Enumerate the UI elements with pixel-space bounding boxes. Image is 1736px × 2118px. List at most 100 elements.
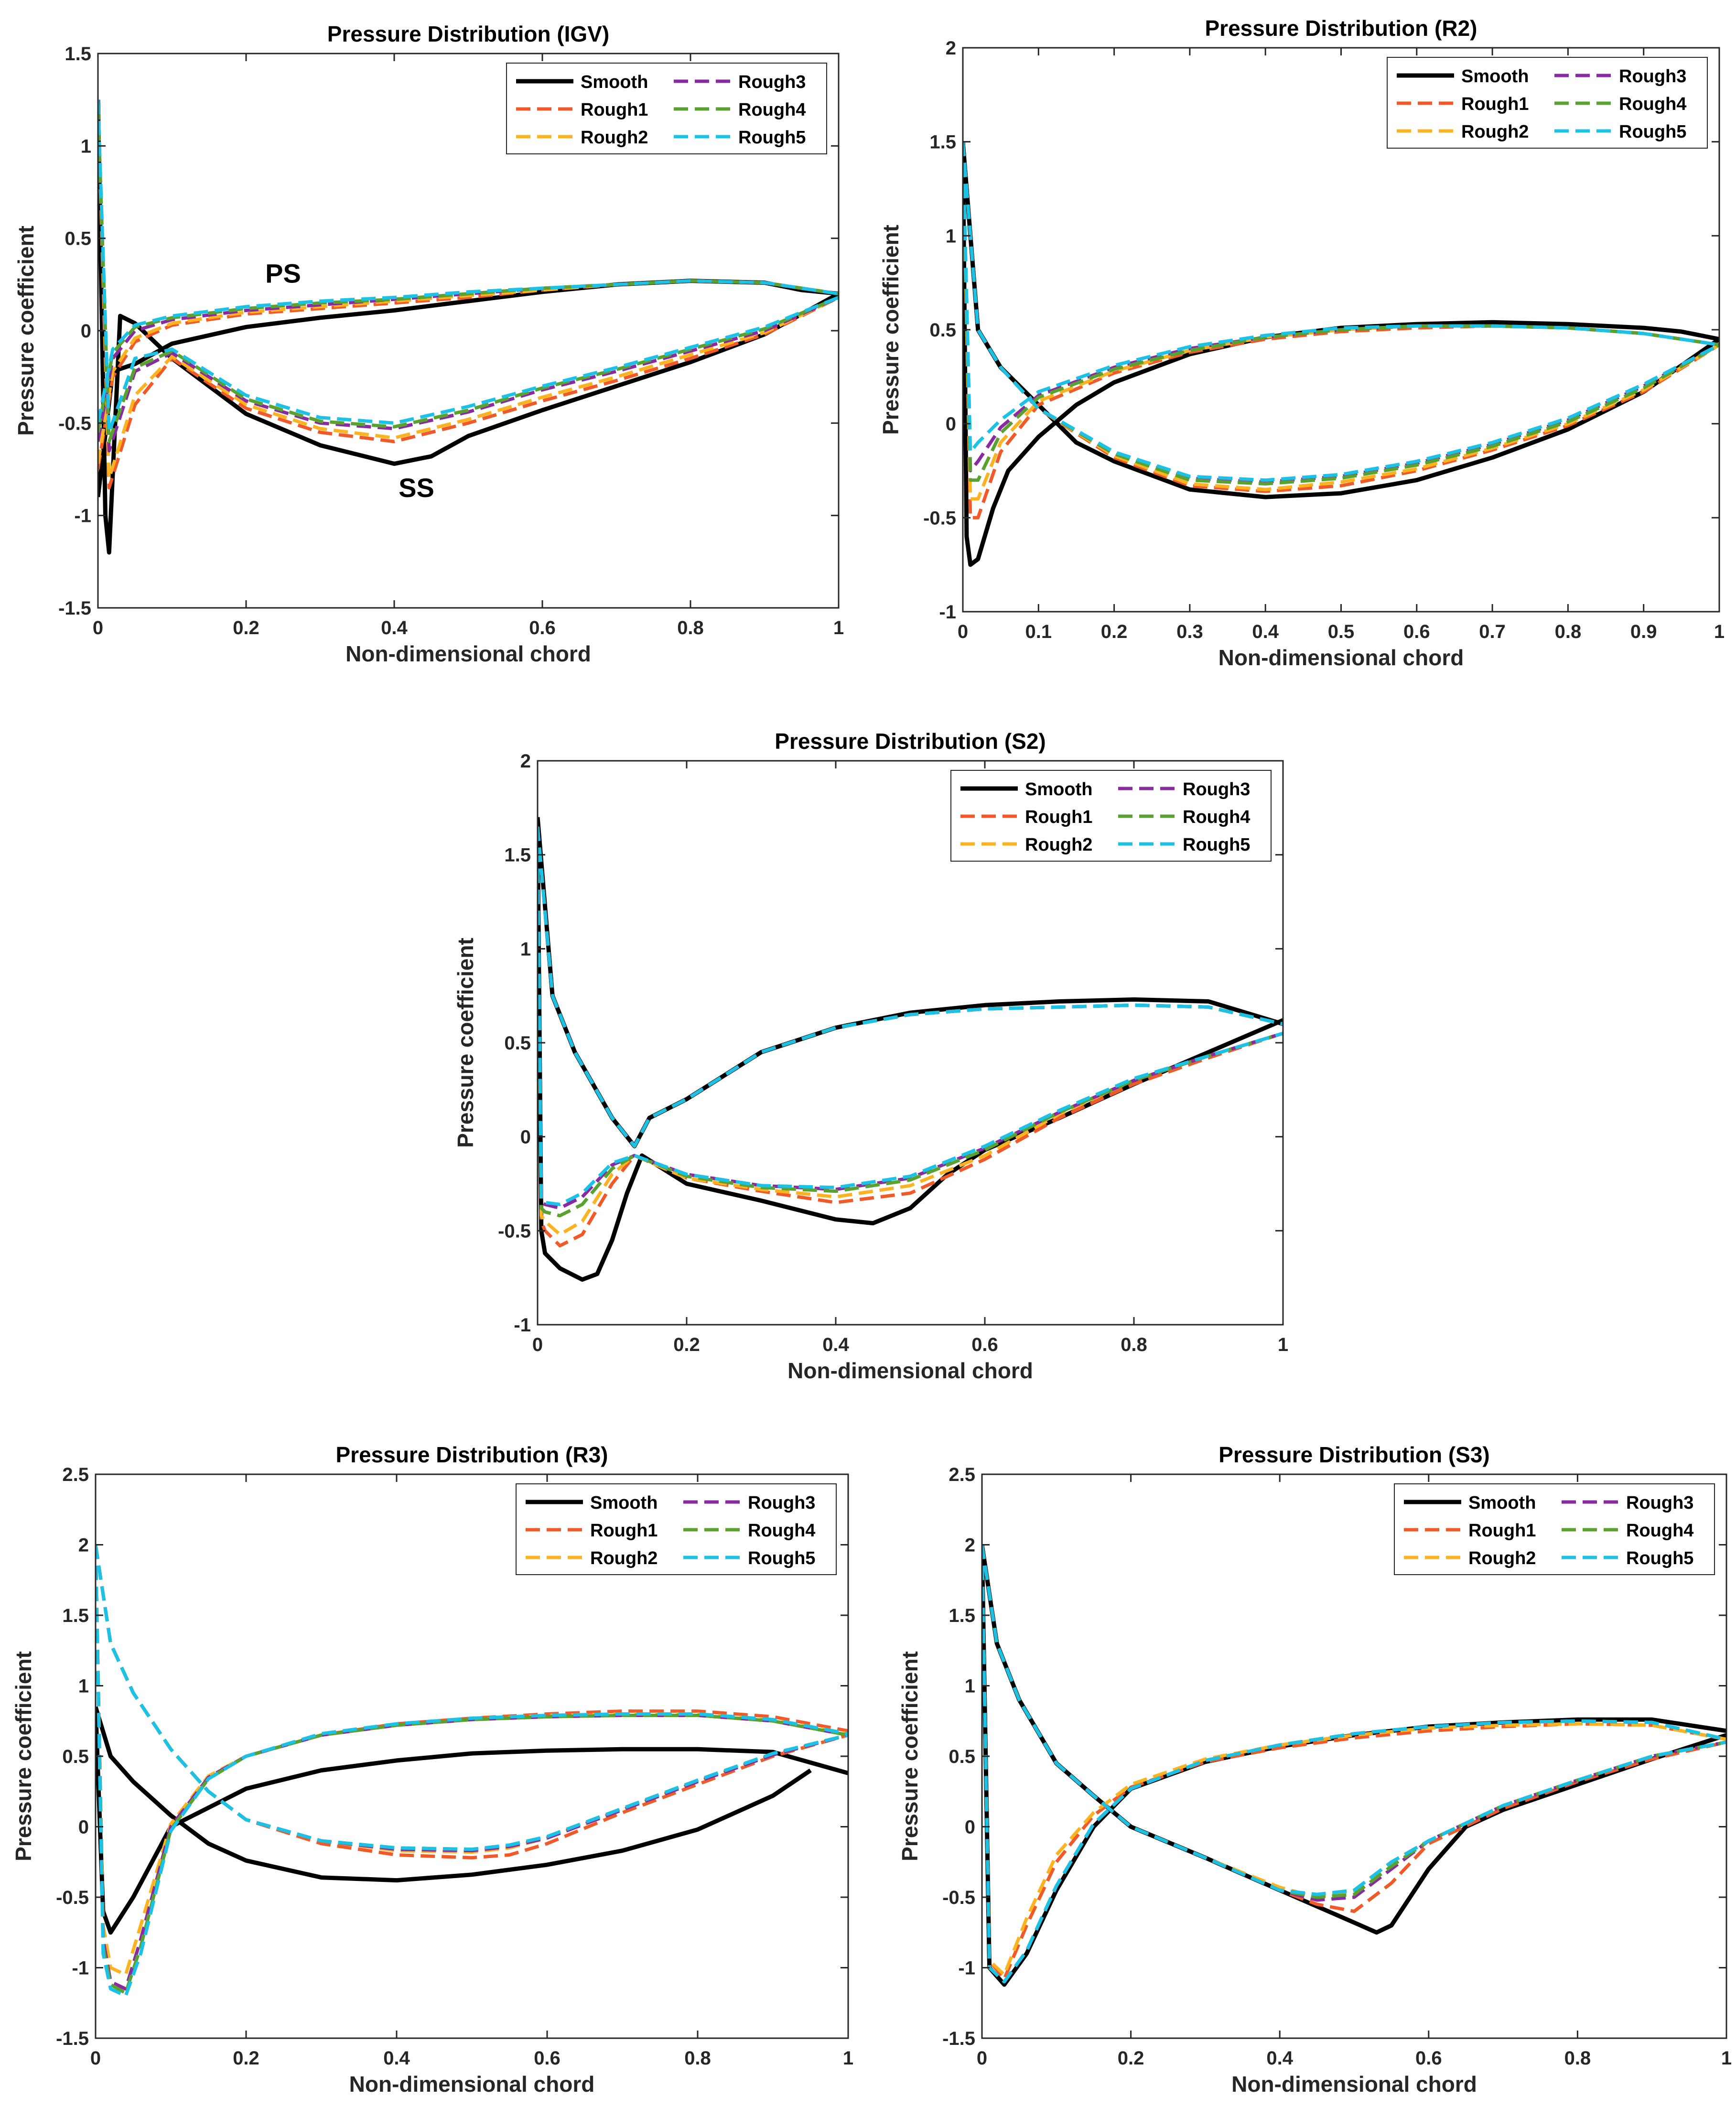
y-tick-label: 1 [946, 226, 956, 247]
legend: Smooth Rough1 Rough2 Rough3 Rough4 Rough5 [516, 1483, 837, 1575]
legend-label-rough3: Rough3 [1183, 779, 1250, 800]
legend-label-rough2: Rough2 [1461, 122, 1529, 142]
y-tick-label: 1 [78, 1676, 89, 1697]
x-tick-label: 0.2 [233, 2048, 259, 2069]
chart-svg: 0 0.1 0.2 0.3 0.4 0.5 0.6 0.7 0.8 0.9 1 -1 -0.5 0 0.5 1… [878, 16, 1725, 670]
x-tick-label: 0 [90, 2048, 101, 2069]
series-line-rough2-lower [98, 105, 839, 480]
series-group [538, 817, 1283, 1282]
x-tick-label: 0.7 [1479, 621, 1506, 642]
legend-label-rough5: Rough5 [1619, 122, 1686, 142]
legend: Smooth Rough1 Rough2 Rough3 Rough4 Rough5 [1387, 57, 1708, 149]
y-tick-label: 2 [78, 1535, 89, 1556]
legend-label-rough5: Rough5 [748, 1548, 815, 1568]
legend-label-smooth: Smooth [581, 72, 648, 92]
legend-label-rough4: Rough4 [738, 100, 806, 120]
legend-label-rough4: Rough4 [1183, 807, 1250, 827]
y-tick-label: -1 [72, 1958, 89, 1979]
series-line-rough2-upper [982, 1545, 1726, 1977]
y-tick-label: 2 [965, 1535, 975, 1556]
x-tick-label: 0.6 [1415, 2048, 1442, 2069]
x-tick-label: 0.1 [1025, 621, 1052, 642]
annotation-ss: SS [399, 473, 434, 503]
chart-title: Pressure Distribution (S3) [1218, 1442, 1489, 1467]
y-tick-label: -0.5 [58, 413, 91, 434]
legend-label-rough1: Rough1 [590, 1521, 658, 1541]
x-tick-label: 0.6 [971, 1334, 998, 1355]
y-tick-label: -1.5 [58, 598, 91, 619]
y-tick-label: 0.5 [65, 228, 91, 249]
y-tick-label: 0 [965, 1817, 975, 1838]
y-tick-label: 0.5 [62, 1746, 89, 1767]
chart-title: Pressure Distribution (IGV) [327, 22, 609, 46]
chart-svg: 0 0.2 0.4 0.6 0.8 1 -1.5 -1 -0.5 0 0.5 1 1.5 2 2.5 Pres… [11, 1442, 853, 2096]
x-tick-label: 0.2 [233, 617, 259, 638]
x-tick-label: 0.8 [684, 2048, 711, 2069]
series-line-smooth-upper [538, 817, 1283, 1282]
chart-title: Pressure Distribution (R2) [1205, 16, 1477, 41]
y-tick-label: -0.5 [923, 508, 956, 529]
legend-label-rough4: Rough4 [1626, 1521, 1693, 1541]
legend-label-rough2: Rough2 [590, 1548, 658, 1568]
legend-label-rough5: Rough5 [1183, 835, 1250, 855]
series-group [982, 1544, 1726, 1987]
legend-label-rough2: Rough2 [581, 128, 648, 148]
x-tick-label: 0.8 [1121, 1334, 1147, 1355]
legend-label-rough4: Rough4 [1619, 94, 1686, 114]
x-tick-label: 1 [843, 2048, 853, 2069]
y-axis-label: Pressure coefficient [453, 938, 478, 1148]
y-tick-label: 1 [965, 1676, 975, 1697]
series-line-rough5-lower [538, 826, 1283, 1148]
legend-label-rough1: Rough1 [581, 100, 648, 120]
chart-s3: 0 0.2 0.4 0.6 0.8 1 -1.5 -1 -0.5 0 0.5 1 1.5 2 2.5 Pres… [874, 1424, 1736, 2116]
series-line-smooth-upper [963, 141, 1719, 567]
series-line-rough1-lower [98, 105, 839, 490]
x-tick-label: 1 [1278, 1334, 1288, 1355]
x-axis-label: Non-dimensional chord [1231, 2072, 1477, 2096]
legend: Smooth Rough1 Rough2 Rough3 Rough4 Rough5 [1394, 1483, 1715, 1575]
legend: Smooth Rough1 Rough2 Rough3 Rough4 Rough5 [950, 770, 1272, 862]
x-tick-label: 0.4 [381, 617, 408, 638]
chart-r3: 0 0.2 0.4 0.6 0.8 1 -1.5 -1 -0.5 0 0.5 1 1.5 2 2.5 Pres… [0, 1424, 868, 2116]
x-tick-label: 0 [532, 1334, 543, 1355]
y-tick-label: 1.5 [929, 132, 956, 153]
x-tick-label: 0.8 [1564, 2048, 1591, 2069]
y-tick-label: 2.5 [62, 1464, 89, 1485]
series-group [96, 1544, 848, 1998]
y-tick-label: -0.5 [498, 1221, 531, 1242]
legend-label-smooth: Smooth [1461, 66, 1529, 86]
y-tick-label: 1.5 [504, 845, 531, 866]
y-tick-label: 0 [81, 321, 91, 342]
y-tick-label: 2.5 [949, 1464, 975, 1485]
x-axis-label: Non-dimensional chord [787, 1358, 1033, 1383]
chart-svg: 0 0.2 0.4 0.6 0.8 1 -1.5 -1 -0.5 0 0.5 1 1.5 Pressure… [13, 22, 844, 666]
legend-label-rough3: Rough3 [1619, 66, 1686, 86]
x-tick-label: 1 [1721, 2048, 1732, 2069]
legend-box [1387, 57, 1708, 149]
series-line-smooth-lower [96, 1706, 812, 1883]
y-tick-label: -1.5 [56, 2028, 89, 2049]
x-tick-label: 0.4 [1266, 2048, 1293, 2069]
y-tick-label: -1.5 [942, 2028, 975, 2049]
legend-label-rough1: Rough1 [1025, 807, 1092, 827]
legend-label-smooth: Smooth [590, 1493, 658, 1513]
x-tick-label: 0.2 [1118, 2048, 1144, 2069]
y-tick-label: -0.5 [942, 1887, 975, 1908]
y-tick-label: 0 [520, 1127, 531, 1148]
legend-label-rough5: Rough5 [1626, 1548, 1693, 1568]
y-tick-label: -1 [514, 1315, 531, 1336]
y-tick-label: 0.5 [949, 1746, 975, 1767]
x-tick-label: 0.6 [534, 2048, 561, 2069]
x-tick-label: 0.3 [1176, 621, 1203, 642]
legend-label-rough3: Rough3 [748, 1493, 815, 1513]
y-axis-label: Pressure coefficient [11, 1651, 36, 1861]
series-line-smooth-upper [96, 1707, 848, 1935]
chart-r2: 0 0.1 0.2 0.3 0.4 0.5 0.6 0.7 0.8 0.9 1 -1 -0.5 0 0.5 1… [874, 0, 1736, 683]
x-tick-label: 0.8 [1555, 621, 1582, 642]
x-tick-label: 0.2 [673, 1334, 700, 1355]
x-axis-label: Non-dimensional chord [349, 2072, 595, 2096]
x-tick-label: 0.8 [677, 617, 704, 638]
series-line-rough5-lower [982, 1544, 1726, 1896]
x-tick-label: 1 [833, 617, 844, 638]
series-line-rough5-lower [98, 99, 839, 434]
